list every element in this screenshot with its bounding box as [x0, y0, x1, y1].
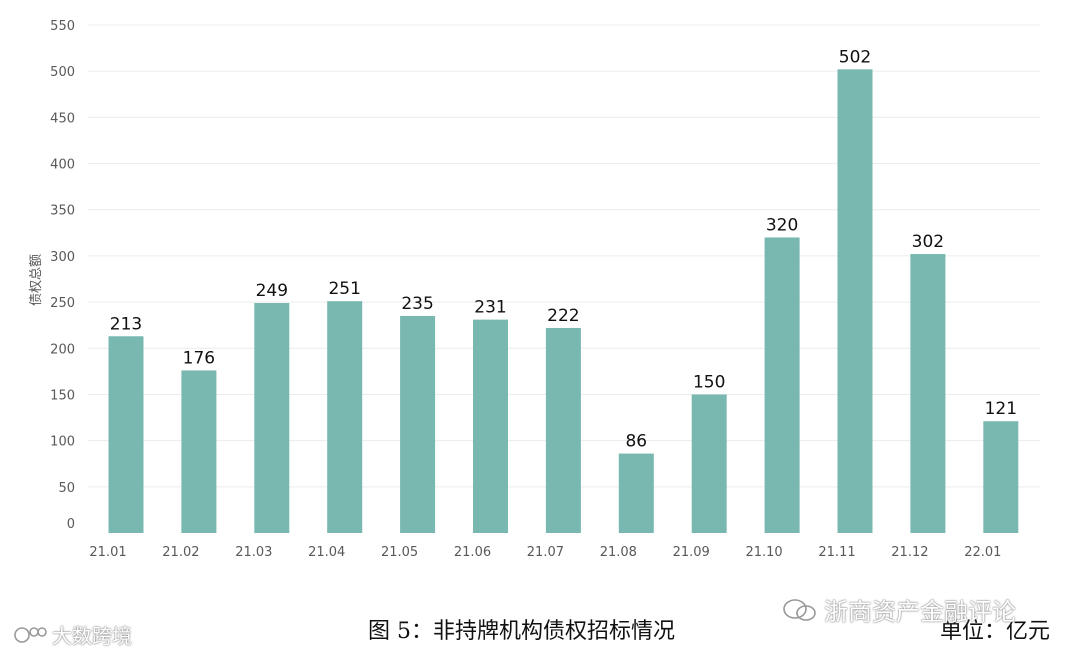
bar	[545, 327, 581, 533]
data-label: 249	[256, 281, 288, 301]
data-label: 222	[547, 306, 579, 326]
y-axis-label: 债权总额	[28, 254, 44, 306]
y-tick-label: 150	[50, 388, 75, 403]
y-tick-label: 50	[58, 481, 75, 496]
x-tick-label: 21.01	[89, 545, 126, 560]
bar	[983, 421, 1019, 533]
bar	[764, 237, 800, 533]
x-tick-label: 21.03	[235, 545, 272, 560]
x-tick-label: 21.06	[454, 545, 491, 560]
y-tick-label: 250	[50, 296, 75, 311]
bar	[618, 453, 654, 533]
bar	[837, 69, 873, 534]
y-tick-label: 550	[50, 19, 75, 34]
bar	[691, 394, 727, 533]
y-tick-label: 350	[50, 204, 75, 219]
x-tick-label: 21.02	[162, 545, 199, 560]
data-label: 86	[625, 432, 647, 452]
unit-label: 单位：亿元	[939, 619, 1050, 644]
y-tick-label: 0	[67, 517, 75, 532]
bar	[473, 319, 508, 533]
y-tick-labels: 0 50 100 150 200 250 300 350 400 450 500 550	[50, 19, 75, 532]
x-tick-label: 21.11	[818, 545, 855, 560]
grid-layer	[88, 24, 1040, 488]
data-label: 121	[985, 399, 1017, 419]
x-tick-label: 21.09	[673, 545, 710, 560]
wechat-watermark-text: 浙商资产金融评论	[824, 598, 1016, 626]
wechat-watermark: 浙商资产金融评论	[782, 592, 1016, 627]
bars	[108, 69, 1019, 534]
data-label: 176	[183, 348, 215, 368]
x-tick-label: 21.12	[891, 545, 928, 560]
data-label: 213	[110, 314, 142, 334]
data-label: 235	[401, 294, 433, 314]
data-label: 302	[912, 232, 944, 252]
y-tick-label: 300	[50, 250, 75, 265]
x-tick-label: 22.01	[964, 545, 1001, 560]
logo-icon	[14, 626, 47, 643]
data-label: 231	[474, 298, 506, 318]
y-tick-label: 200	[50, 342, 75, 357]
x-tick-labels: 21.01 21.02 21.03 21.04 21.05 21.06 21.07 21.08…	[89, 545, 1001, 560]
data-labels: 213 176 249 251 235 231 222 86 150 320 502 302 121	[110, 47, 1017, 451]
x-tick-label: 21.05	[381, 545, 418, 560]
data-label: 502	[839, 47, 871, 67]
bar	[108, 336, 144, 533]
data-label: 150	[693, 372, 725, 392]
y-tick-label: 500	[50, 65, 75, 80]
y-tick-label: 450	[50, 111, 75, 126]
bar	[181, 370, 217, 533]
bar	[910, 254, 946, 533]
x-tick-label: 21.10	[745, 545, 782, 560]
y-tick-label: 100	[50, 435, 75, 450]
y-tick-label: 400	[50, 158, 75, 173]
bar-chart: 0 50 100 150 200 250 300 350 400 450 500 550 213 176…	[28, 19, 1040, 560]
site-watermark: 大数跨境	[12, 620, 132, 649]
wechat-icon	[783, 598, 816, 621]
bar	[400, 315, 436, 533]
site-watermark-text: 大数跨境	[52, 624, 132, 648]
bar	[327, 301, 363, 533]
x-tick-label: 21.08	[600, 545, 637, 560]
x-tick-label: 21.07	[527, 545, 564, 560]
data-label: 251	[328, 279, 360, 299]
bar	[254, 303, 290, 533]
figure-caption: 图 5：非持牌机构债权招标情况	[368, 619, 675, 644]
data-label: 320	[766, 215, 798, 235]
x-tick-label: 21.04	[308, 545, 345, 560]
